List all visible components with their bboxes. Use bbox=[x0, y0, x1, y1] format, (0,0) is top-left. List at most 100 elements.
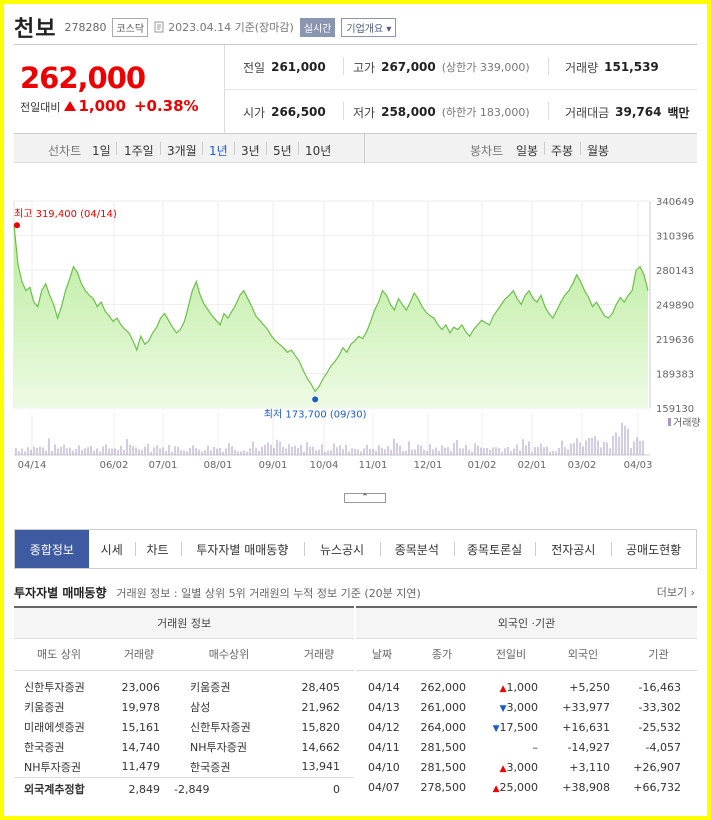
current-price: 262,000 bbox=[20, 61, 146, 95]
low-marker bbox=[312, 396, 319, 403]
broker-volume: 19,978 bbox=[121, 700, 161, 714]
day-diff: – bbox=[476, 737, 546, 757]
y-tick-label: 280143 bbox=[656, 266, 694, 277]
table-row: 신한투자증권 23,006 키움증권 28,405 bbox=[14, 677, 354, 697]
tab-3[interactable]: 투자자별 매매동향 bbox=[180, 530, 305, 568]
broker-volume: 15,161 bbox=[121, 720, 161, 734]
price-summary-grid: 전일 261,000 고가 267,000 (상한가 339,000) 거래량 … bbox=[224, 45, 697, 133]
open-price: 시가 266,500 bbox=[243, 90, 326, 134]
day-low: 저가 258,000 (하한가 183,000) bbox=[353, 90, 530, 134]
up-triangle-icon bbox=[64, 101, 77, 111]
broker-name[interactable]: 한국증권 bbox=[24, 741, 65, 754]
candle-monthly[interactable]: 월봉 bbox=[587, 144, 610, 158]
upper-limit: (상한가 339,000) bbox=[441, 61, 530, 74]
amount-value: 39,764 bbox=[615, 105, 662, 119]
broker-volume: 21,962 bbox=[301, 700, 341, 714]
broker-volume: 14,662 bbox=[301, 740, 341, 754]
day-diff-value: 3,000 bbox=[506, 760, 539, 774]
x-tick-label: 07/01 bbox=[149, 460, 178, 471]
broker-volume: 13,941 bbox=[301, 760, 341, 774]
day-high-label: 고가 bbox=[353, 60, 376, 75]
summary-row-2: 시가 266,500 저가 258,000 (하한가 183,000) 거래대금… bbox=[225, 89, 697, 133]
market-badge: 코스닥 bbox=[112, 17, 149, 37]
open-value: 266,500 bbox=[271, 105, 326, 119]
broker-name[interactable]: 키움증권 bbox=[190, 681, 231, 694]
day-low-value: 258,000 bbox=[381, 105, 436, 119]
table-row: 키움증권 19,978 삼성 21,962 bbox=[14, 697, 354, 717]
x-tick-label: 09/01 bbox=[259, 460, 288, 471]
more-link[interactable]: 더보기 › bbox=[657, 584, 695, 600]
broker-name[interactable]: NH투자증권 bbox=[24, 760, 81, 774]
foreign-inst-header: 외국인 ·기관 bbox=[356, 606, 698, 639]
amount-unit: 백만 bbox=[667, 105, 690, 120]
stock-tabs: 종합정보 시세 차트 투자자별 매매동향 뉴스공시 종목분석 종목토론실 전자공시 공매도현황 bbox=[14, 529, 697, 569]
close-price: 264,000 bbox=[420, 720, 467, 734]
chart-period-bar: 선차트 1일 1주일 3개월 1년 3년 5년 10년 봉차트 일봉 주봉 월봉 bbox=[14, 133, 697, 163]
open-label: 시가 bbox=[243, 105, 266, 120]
broker-name[interactable]: 한국증권 bbox=[190, 760, 231, 774]
table-row: 04/11 281,500 – -14,927 -4,057 bbox=[356, 737, 697, 757]
period-3y[interactable]: 3년 bbox=[241, 144, 260, 158]
period-1d[interactable]: 1일 bbox=[92, 144, 111, 158]
close-price: 281,500 bbox=[420, 740, 467, 754]
trading-section-title: 투자자별 매매동향 거래원 정보 : 일별 상위 5위 거래원의 누적 정보 기… bbox=[14, 584, 421, 601]
divider bbox=[234, 142, 235, 155]
period-10y[interactable]: 10년 bbox=[305, 144, 332, 158]
broker-name[interactable]: NH투자증권 bbox=[190, 741, 247, 754]
stock-name: 천보 bbox=[14, 17, 57, 42]
price-chart[interactable]: 340649 310396 280143 249890 219636 189383 1591… bbox=[0, 163, 711, 483]
day-diff-value: 3,000 bbox=[506, 700, 539, 714]
tab-7[interactable]: 전자공시 bbox=[535, 530, 611, 568]
x-tick-label: 06/02 bbox=[100, 460, 129, 471]
change-percent: +0.38% bbox=[133, 97, 199, 115]
realtime-button[interactable]: 실시간 bbox=[299, 17, 336, 37]
foreign-inst-table: 외국인 ·기관 날짜 종가 전일비 외국인 기관 04/14 262,000 ▲1,000 +… bbox=[356, 606, 698, 797]
x-tick-label: 01/02 bbox=[468, 460, 497, 471]
company-overview-label: 기업개요 bbox=[346, 23, 384, 35]
x-tick-label: 04/14 bbox=[18, 460, 47, 471]
broker-name[interactable]: 신한투자증권 bbox=[24, 681, 85, 694]
period-1y[interactable]: 1년 bbox=[209, 144, 228, 158]
tab-2[interactable]: 차트 bbox=[134, 530, 181, 568]
day-diff-value: 1,000 bbox=[506, 680, 539, 694]
broker-table: 거래원 정보 매도 상위 거래량 매수상위 거래량 신한투자증권 23,006 키움증권 2… bbox=[14, 606, 355, 801]
as-of-date-text: 2023.04.14 기준(장마감) bbox=[168, 21, 294, 34]
candle-weekly[interactable]: 주봉 bbox=[551, 144, 574, 158]
day-diff: ▼3,000 bbox=[476, 697, 546, 717]
broker-table-header: 거래원 정보 bbox=[14, 606, 355, 639]
day-diff: ▼17,500 bbox=[476, 717, 546, 737]
broker-name[interactable]: 키움증권 bbox=[24, 701, 65, 714]
tab-4[interactable]: 뉴스공시 bbox=[304, 530, 380, 568]
broker-name[interactable]: 삼성 bbox=[190, 701, 211, 714]
amount-label: 거래대금 bbox=[565, 105, 610, 120]
foreign-total-sell: 2,849 bbox=[104, 776, 174, 801]
x-tick-label: 11/01 bbox=[359, 460, 388, 471]
broker-name[interactable]: 미래에셋증권 bbox=[24, 721, 85, 734]
broker-name[interactable]: 신한투자증권 bbox=[190, 721, 251, 734]
divider bbox=[202, 142, 203, 155]
tab-8[interactable]: 공매도현황 bbox=[611, 530, 696, 568]
trade-date: 04/12 bbox=[368, 720, 400, 734]
y-tick-label: 340649 bbox=[656, 197, 694, 208]
collapse-chart-button[interactable]: ⌃ bbox=[344, 493, 386, 503]
day-diff: ▲3,000 bbox=[476, 757, 546, 777]
low-label: 최저 173,700 (09/30) bbox=[264, 408, 367, 420]
table-row: 04/14 262,000 ▲1,000 +5,250 -16,463 bbox=[356, 677, 697, 697]
divider bbox=[116, 142, 117, 155]
period-1w[interactable]: 1주일 bbox=[124, 144, 154, 158]
tab-5[interactable]: 종목분석 bbox=[379, 530, 454, 568]
foreign-net: +16,631 bbox=[562, 720, 610, 734]
institution-net: +26,907 bbox=[633, 760, 682, 774]
volume-label: 거래량 bbox=[565, 60, 599, 75]
period-3m[interactable]: 3개월 bbox=[167, 144, 197, 158]
company-overview-dropdown[interactable]: 기업개요 ▾ bbox=[341, 17, 397, 37]
foreign-col-header: 종가 bbox=[408, 638, 476, 671]
candle-daily[interactable]: 일봉 bbox=[516, 144, 539, 158]
day-diff-value: – bbox=[532, 740, 539, 754]
tab-1[interactable]: 시세 bbox=[100, 542, 123, 557]
volume-legend-swatch bbox=[668, 418, 671, 426]
tab-6[interactable]: 종목토론실 bbox=[453, 530, 536, 568]
period-5y[interactable]: 5년 bbox=[273, 144, 292, 158]
tab-0[interactable]: 종합정보 bbox=[15, 530, 89, 568]
divider bbox=[580, 142, 581, 155]
